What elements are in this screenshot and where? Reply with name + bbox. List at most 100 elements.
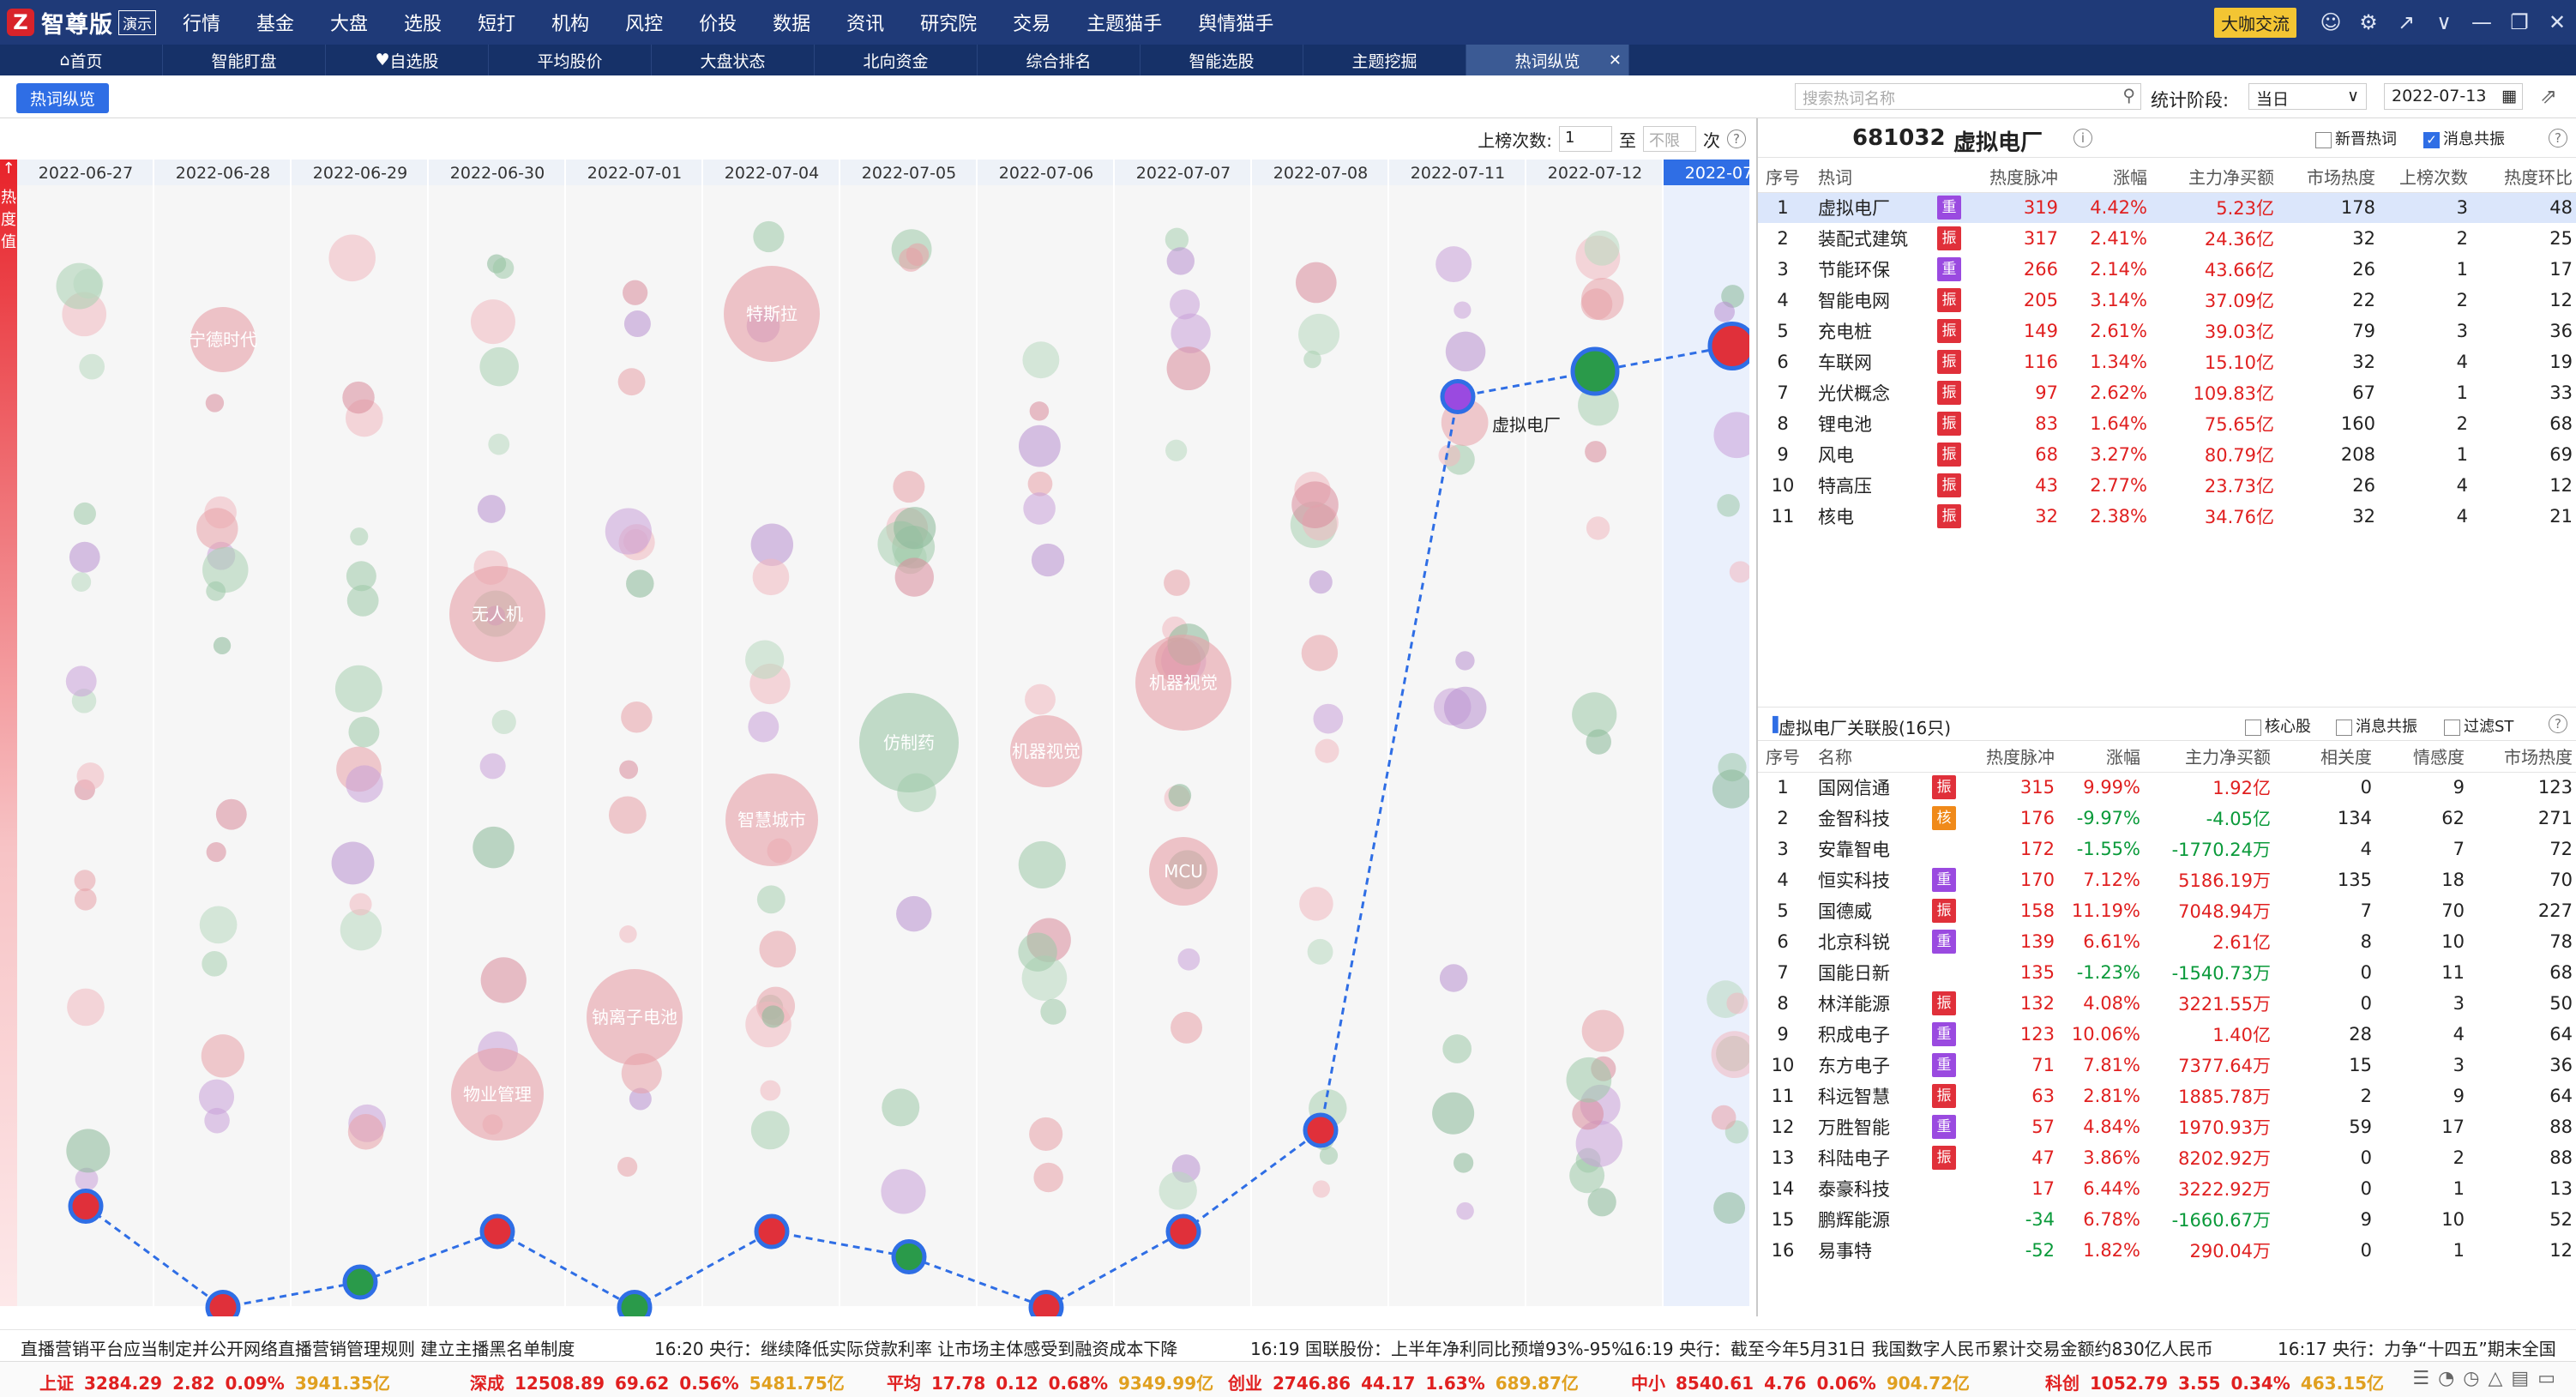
hotword-bubble[interactable] bbox=[1309, 570, 1333, 594]
hotword-bubble[interactable] bbox=[349, 893, 372, 916]
hotword-bubble[interactable] bbox=[608, 796, 647, 834]
tab-item[interactable]: 主题挖掘 bbox=[1303, 45, 1466, 75]
hotword-bubble[interactable] bbox=[1572, 692, 1617, 738]
date-header[interactable] bbox=[1526, 160, 1662, 185]
hotword-bubble[interactable] bbox=[1166, 346, 1211, 391]
hotword-bubble[interactable] bbox=[882, 1088, 920, 1127]
hotword-bubble[interactable] bbox=[894, 557, 934, 597]
settings-icon[interactable]: ⚙ bbox=[2359, 10, 2378, 34]
hotword-bubble[interactable] bbox=[1456, 1201, 1474, 1220]
hotword-bubble[interactable] bbox=[1312, 1180, 1330, 1198]
column-header[interactable] bbox=[1931, 161, 1972, 193]
hotword-bubble[interactable] bbox=[1438, 444, 1460, 467]
hotword-bubble[interactable] bbox=[621, 702, 653, 733]
table-row[interactable]: 2 金智科技 核 176 -9.97% -4.05亿 134 62 271 bbox=[1758, 803, 2576, 834]
hotword-bubble[interactable] bbox=[623, 280, 648, 305]
hotword-bubble[interactable] bbox=[1170, 289, 1201, 320]
date-label[interactable]: 2022-07-04 bbox=[725, 164, 819, 183]
menu-item[interactable]: 主题猫手 bbox=[1086, 14, 1163, 35]
hotword-bubble[interactable] bbox=[1027, 471, 1053, 497]
hotword-bubble[interactable] bbox=[331, 841, 375, 885]
new-hotword-checkbox[interactable]: 新晋热词 bbox=[2315, 127, 2397, 149]
hotword-bubble[interactable] bbox=[205, 394, 225, 412]
hotword-bubble[interactable] bbox=[619, 760, 639, 780]
date-label[interactable]: 2022-06-30 bbox=[450, 164, 545, 183]
column-header[interactable]: 主力净买额 bbox=[2146, 741, 2276, 773]
hotword-bubble[interactable] bbox=[1029, 1117, 1063, 1151]
hotword-search-input[interactable]: 搜索热词名称 ⚲ bbox=[1795, 83, 2141, 110]
hotword-bubble[interactable] bbox=[472, 826, 515, 869]
hotword-bubble[interactable] bbox=[896, 895, 932, 932]
menu-item[interactable]: 基金 bbox=[256, 14, 295, 35]
user-icon[interactable]: ☺ bbox=[2320, 10, 2342, 34]
tab-item[interactable]: 大盘状态 bbox=[652, 45, 815, 75]
news-ticker[interactable]: 直播营销平台应当制定并公开网络直播营销管理规则 建立主播黑名单制度 16:20 央… bbox=[0, 1329, 2576, 1360]
hotword-bubble[interactable] bbox=[899, 247, 924, 272]
tracked-hotword-point[interactable] bbox=[1570, 346, 1620, 396]
hotword-bubble[interactable] bbox=[1454, 1153, 1474, 1173]
news-item[interactable]: 16:19 国联股份：上半年净利同比预增93%-95% bbox=[1250, 1339, 1628, 1359]
table-row[interactable]: 2 装配式建筑 振 317 2.41% 24.36亿 32 2 25 bbox=[1758, 223, 2576, 254]
date-label[interactable]: 2022-07-01 bbox=[587, 164, 682, 183]
column-header[interactable]: 上榜次数 bbox=[2380, 161, 2473, 193]
hotword-bubble[interactable] bbox=[213, 636, 232, 655]
hotword-bubble[interactable] bbox=[350, 527, 369, 546]
hotword-bubble[interactable] bbox=[74, 888, 97, 911]
table-row[interactable]: 4 智能电网振 205 3.14% 37.09亿 22 2 12 bbox=[1758, 285, 2576, 316]
hotword-bubble[interactable] bbox=[894, 507, 936, 550]
menu-item[interactable]: 资讯 bbox=[846, 14, 885, 35]
date-label[interactable]: 2022-07-05 bbox=[862, 164, 956, 183]
hotword-bubble[interactable] bbox=[1023, 492, 1056, 525]
hotword-bubble[interactable] bbox=[1299, 887, 1333, 921]
hotword-bubble[interactable] bbox=[346, 765, 383, 803]
hotword-bubble[interactable] bbox=[753, 220, 785, 253]
date-header[interactable] bbox=[703, 160, 839, 185]
hotword-bubble-large[interactable] bbox=[724, 266, 820, 362]
table-row[interactable]: 13 科陆电子 振 47 3.86% 8202.92万 0 2 88 bbox=[1758, 1142, 2576, 1173]
tab-item[interactable]: 综合排名 bbox=[978, 45, 1141, 75]
hotword-bubble[interactable] bbox=[1018, 425, 1061, 467]
table-row[interactable]: 5 充电桩 振 149 2.61% 39.03亿 79 3 36 bbox=[1758, 316, 2576, 346]
tracked-hotword-point[interactable] bbox=[1707, 322, 1749, 370]
hotword-bubble[interactable] bbox=[1022, 341, 1060, 379]
table-row[interactable]: 3 节能环保 重 266 2.14% 43.66亿 26 1 17 bbox=[1758, 254, 2576, 285]
date-label[interactable]: 2022-07-08 bbox=[1273, 164, 1368, 183]
hotword-bubble[interactable] bbox=[1307, 938, 1333, 965]
index-item[interactable]: 上证 3284.29 2.82 0.09% 3941.35亿 bbox=[39, 1370, 400, 1394]
hotword-bubble[interactable] bbox=[1455, 651, 1475, 671]
column-header[interactable]: 热度脉冲 bbox=[1967, 741, 2060, 773]
hotword-bubble[interactable] bbox=[1159, 1171, 1197, 1210]
hotword-bubble[interactable] bbox=[617, 368, 646, 396]
hotword-bubble[interactable] bbox=[750, 523, 794, 566]
tracked-hotword-point[interactable] bbox=[205, 1290, 241, 1317]
hotword-bubble[interactable] bbox=[206, 842, 226, 863]
date-header[interactable] bbox=[566, 160, 701, 185]
hotword-bubble[interactable] bbox=[1435, 246, 1472, 283]
close-icon[interactable]: ✕ bbox=[1608, 51, 1622, 69]
index-item[interactable]: 平均 17.78 0.12 0.68% 9349.99亿 bbox=[887, 1370, 1224, 1394]
hotword-bubble[interactable] bbox=[1165, 227, 1189, 252]
column-header[interactable]: 涨幅 bbox=[2060, 741, 2146, 773]
hotword-bubble[interactable] bbox=[759, 930, 797, 968]
restore-icon[interactable]: ❐ bbox=[2510, 10, 2529, 34]
hotword-bubble[interactable] bbox=[1166, 247, 1195, 275]
date-label[interactable]: 2022-06-27 bbox=[39, 164, 133, 183]
date-label[interactable]: 2022-06-29 bbox=[313, 164, 407, 183]
period-select[interactable]: 当日 ∨ bbox=[2248, 83, 2367, 110]
column-header[interactable]: 名称 bbox=[1813, 741, 1926, 773]
info-icon[interactable]: i bbox=[2073, 129, 2092, 148]
hotword-bubble[interactable] bbox=[1291, 481, 1339, 528]
date-header[interactable] bbox=[429, 160, 564, 185]
hotword-bubble[interactable] bbox=[750, 1111, 790, 1150]
menu-item[interactable]: 研究院 bbox=[920, 14, 978, 35]
hotword-bubble[interactable] bbox=[76, 762, 105, 791]
hotword-bubble[interactable] bbox=[629, 1087, 652, 1111]
hotword-bubble[interactable] bbox=[1711, 1031, 1749, 1079]
hotword-bubble[interactable] bbox=[1315, 738, 1339, 763]
tab-item[interactable]: 智能盯盘 bbox=[163, 45, 326, 75]
hotword-bubble[interactable] bbox=[198, 1079, 235, 1115]
date-header[interactable] bbox=[292, 160, 427, 185]
news-item[interactable]: 16:17 央行：力争“十四五”期末全国 bbox=[2278, 1339, 2556, 1359]
tracked-hotword-point[interactable] bbox=[1028, 1290, 1064, 1317]
hotword-bubble[interactable] bbox=[71, 572, 92, 592]
